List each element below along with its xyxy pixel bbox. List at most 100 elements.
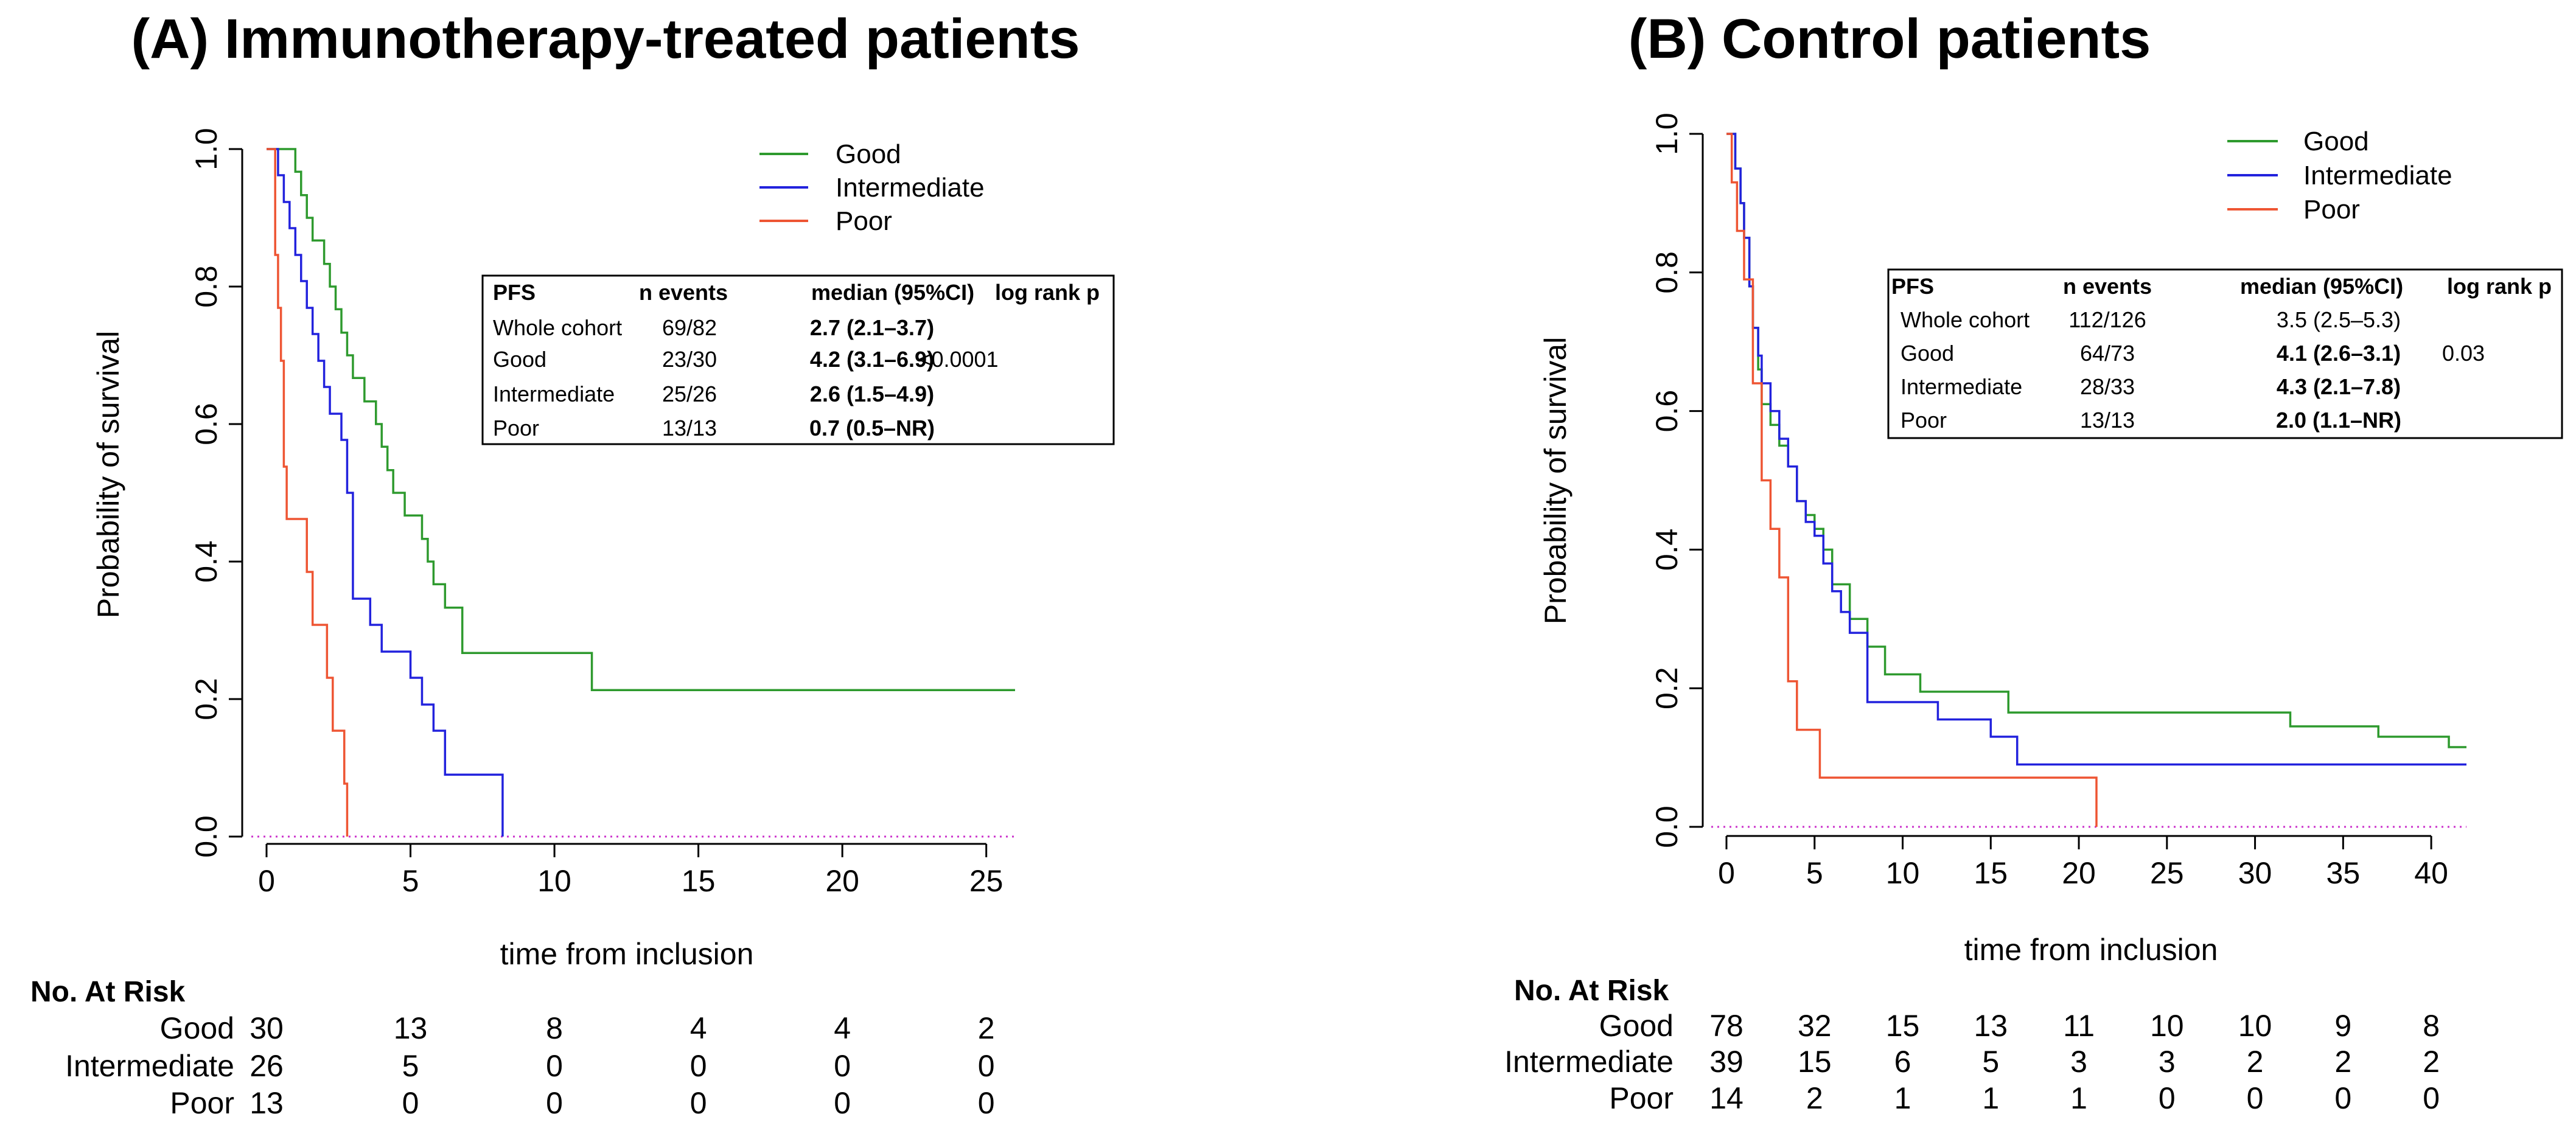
- x-tick-label: 0: [258, 864, 275, 898]
- risk-count: 0: [2159, 1081, 2176, 1115]
- y-tick-label: 0.8: [1650, 251, 1684, 294]
- stats-table-header: median (95%CI): [811, 280, 974, 305]
- y-tick-label: 1.0: [189, 128, 223, 170]
- risk-count: 2: [1806, 1081, 1823, 1115]
- x-tick-label: 0: [1718, 856, 1735, 890]
- y-tick-label: 0.0: [189, 815, 223, 858]
- legend-entry: Intermediate: [2303, 161, 2452, 190]
- y-tick-label: 0.4: [189, 540, 223, 583]
- survival-curve-intermediate: [267, 148, 504, 837]
- y-tick-label: 0.4: [1650, 529, 1684, 571]
- stats-table-cell: 4.3 (2.1–7.8): [2277, 374, 2401, 399]
- y-axis: 0.0 0.2 0.4 0.6 0.8 1.0 Probability of surviva…: [1538, 113, 1704, 848]
- stats-table-header: median (95%CI): [2240, 274, 2403, 299]
- risk-count: 14: [1709, 1081, 1744, 1115]
- risk-count: 26: [250, 1049, 284, 1083]
- risk-count: 30: [250, 1011, 284, 1045]
- legend-entry: Good: [2303, 127, 2369, 156]
- risk-count: 0: [546, 1086, 563, 1120]
- stats-table-cell: 0.7 (0.5–NR): [809, 416, 935, 440]
- stats-table-cell: 4.2 (3.1–6.9): [810, 347, 934, 372]
- risk-row-label: Good: [1599, 1009, 1674, 1043]
- stats-table: PFS n events median (95%CI) log rank p Whole…: [481, 274, 1115, 445]
- y-tick-label: 0.2: [189, 678, 223, 720]
- x-tick-label: 15: [1974, 856, 2008, 890]
- risk-row-label: Poor: [1609, 1081, 1674, 1115]
- risk-count: 8: [2423, 1009, 2440, 1043]
- stats-table-cell: Intermediate: [493, 381, 615, 406]
- risk-count: 0: [546, 1049, 563, 1083]
- risk-count: 13: [1974, 1009, 2008, 1043]
- stats-table-cell: 69/82: [662, 315, 717, 340]
- risk-count: 0: [2423, 1081, 2440, 1115]
- x-tick-label: 25: [969, 864, 1004, 898]
- y-axis: 0.0 0.2 0.4 0.6 0.8 1.0 Probability of surviva…: [91, 128, 243, 858]
- x-axis: 0 5 10 15 20 25 time from inclusion: [258, 843, 1004, 971]
- risk-count: 0: [2247, 1081, 2264, 1115]
- y-axis-label: Probability of survival: [91, 331, 125, 618]
- stats-table-header: n events: [2063, 274, 2152, 299]
- stats-table-cell: Intermediate: [1901, 374, 2022, 399]
- risk-count: 0: [402, 1086, 419, 1120]
- x-axis: 0 5 10 15 20 25 30 35 40 time from inclusion: [1718, 835, 2448, 967]
- stats-table-cell: <0.0001: [918, 347, 998, 372]
- risk-count: 2: [978, 1011, 995, 1045]
- x-tick-label: 35: [2326, 856, 2361, 890]
- stats-table-header: PFS: [1891, 274, 1934, 299]
- stats-table-cell: 4.1 (2.6–3.1): [2277, 341, 2401, 366]
- risk-count: 8: [546, 1011, 563, 1045]
- y-axis-label: Probability of survival: [1538, 337, 1572, 624]
- risk-count: 32: [1798, 1009, 1832, 1043]
- x-tick-label: 10: [1886, 856, 1920, 890]
- survival-curve-poor: [1726, 133, 2098, 827]
- x-axis-label: time from inclusion: [500, 937, 754, 971]
- stats-table-cell: 23/30: [662, 347, 717, 372]
- stats-table-cell: 13/13: [2080, 408, 2135, 433]
- stats-table-cell: Whole cohort: [493, 315, 622, 340]
- risk-count: 13: [394, 1011, 428, 1045]
- stats-table-cell: 64/73: [2080, 341, 2135, 366]
- stats-table-cell: 2.0 (1.1–NR): [2276, 408, 2401, 433]
- x-tick-label: 30: [2238, 856, 2272, 890]
- stats-table-cell: 112/126: [2068, 307, 2146, 332]
- x-tick-label: 20: [825, 864, 859, 898]
- survival-curve-good: [267, 148, 1015, 692]
- stats-table-cell: 2.7 (2.1–3.7): [810, 315, 934, 340]
- risk-count: 0: [690, 1086, 707, 1120]
- risk-count: 0: [834, 1086, 851, 1120]
- risk-count: 11: [2063, 1009, 2095, 1043]
- risk-count: 2: [2334, 1045, 2351, 1079]
- stats-table-cell: 13/13: [662, 416, 717, 440]
- risk-count: 39: [1709, 1045, 1744, 1079]
- stats-table-border: [1887, 268, 2563, 439]
- risk-count: 0: [690, 1049, 707, 1083]
- risk-count: 15: [1886, 1009, 1920, 1043]
- y-tick-label: 0.0: [1650, 806, 1684, 848]
- legend-entry: Poor: [2303, 195, 2360, 225]
- risk-count: 4: [690, 1011, 707, 1045]
- stats-table-cell: 28/33: [2080, 374, 2135, 399]
- stats-table-cell: 0.03: [2442, 341, 2485, 366]
- y-tick-label: 0.6: [1650, 390, 1684, 433]
- x-tick-label: 5: [402, 864, 419, 898]
- legend: Good Intermediate Poor: [2227, 127, 2452, 225]
- y-tick-label: 0.2: [1650, 667, 1684, 709]
- chart-title: (B) Control patients: [1628, 8, 2151, 70]
- x-tick-label: 5: [1806, 856, 1823, 890]
- risk-count: 0: [834, 1049, 851, 1083]
- risk-row-label: Intermediate: [65, 1049, 234, 1083]
- risk-count: 10: [2238, 1009, 2272, 1043]
- stats-table-cell: 2.6 (1.5–4.9): [810, 381, 934, 406]
- y-tick-label: 1.0: [1650, 113, 1684, 155]
- panel-b: (B) Control patients 0.0 0.2 0.4 0.6 0.8 1.0 Pr…: [1504, 8, 2563, 1115]
- survival-curve-poor: [267, 148, 349, 837]
- stats-table-border: [481, 274, 1115, 445]
- survival-curve-good: [1726, 133, 2466, 748]
- legend-entry: Good: [836, 139, 901, 169]
- risk-count: 1: [1982, 1081, 1999, 1115]
- risk-count: 78: [1709, 1009, 1744, 1043]
- stats-table-cell: Poor: [1901, 408, 1947, 433]
- stats-table: PFS n events median (95%CI) log rank p Whole…: [1887, 268, 2563, 439]
